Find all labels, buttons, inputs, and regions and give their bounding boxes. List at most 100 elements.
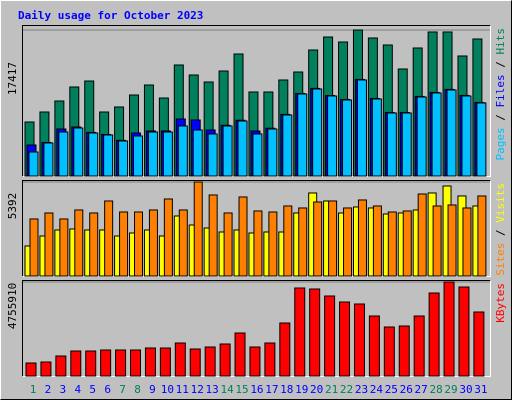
bar bbox=[462, 207, 472, 277]
bar bbox=[443, 281, 455, 377]
bar bbox=[446, 89, 457, 177]
x-tick-label: 18 bbox=[280, 383, 293, 396]
bar bbox=[413, 315, 425, 377]
bar bbox=[144, 347, 156, 377]
x-tick-label: 3 bbox=[60, 383, 67, 396]
x-tick-label: 28 bbox=[429, 383, 442, 396]
bar bbox=[103, 134, 114, 177]
bar bbox=[163, 198, 173, 277]
bar bbox=[312, 88, 323, 177]
x-tick-label: 25 bbox=[385, 383, 398, 396]
legend-entry: Files bbox=[494, 74, 507, 107]
bar bbox=[40, 361, 52, 377]
bar bbox=[118, 140, 129, 177]
bar bbox=[313, 201, 323, 277]
bar bbox=[428, 292, 440, 377]
bar bbox=[309, 288, 321, 377]
bar bbox=[417, 193, 427, 277]
bar bbox=[43, 142, 54, 177]
bar bbox=[476, 102, 487, 177]
bar bbox=[298, 207, 308, 277]
bar bbox=[267, 128, 278, 177]
x-tick-label: 1 bbox=[30, 383, 37, 396]
bar bbox=[416, 96, 427, 177]
x-tick-label: 30 bbox=[459, 383, 472, 396]
bar bbox=[372, 205, 382, 277]
x-tick-label: 8 bbox=[134, 383, 141, 396]
bar bbox=[89, 212, 99, 277]
panel-edge-dark bbox=[22, 280, 491, 377]
bar bbox=[458, 286, 470, 377]
x-tick-label: 27 bbox=[415, 383, 428, 396]
bar bbox=[130, 349, 142, 377]
bar bbox=[74, 209, 84, 277]
x-tick-label: 31 bbox=[474, 383, 487, 396]
bar bbox=[356, 79, 367, 177]
x-tick-label: 5 bbox=[89, 383, 96, 396]
bar bbox=[297, 93, 308, 177]
x-tick-label: 6 bbox=[104, 383, 111, 396]
x-tick-label: 22 bbox=[340, 383, 353, 396]
bar bbox=[477, 195, 487, 277]
bar bbox=[387, 211, 397, 277]
bar bbox=[133, 135, 144, 177]
bar bbox=[73, 127, 84, 177]
x-tick-label: 23 bbox=[355, 383, 368, 396]
bar bbox=[178, 209, 188, 277]
x-tick-label: 2 bbox=[45, 383, 52, 396]
bar bbox=[29, 218, 39, 277]
legend: Pages / Files / Hits bbox=[494, 28, 507, 161]
legend-entry: KBytes bbox=[494, 283, 507, 323]
x-tick-label: 13 bbox=[206, 383, 219, 396]
x-tick-label: 26 bbox=[400, 383, 413, 396]
bar bbox=[115, 349, 127, 377]
bar bbox=[193, 181, 203, 277]
bar bbox=[279, 322, 291, 377]
bar bbox=[253, 210, 263, 277]
legend-entry: Visits bbox=[494, 183, 507, 223]
legend: Sites / Visits bbox=[494, 183, 507, 276]
x-tick-label: 16 bbox=[250, 383, 263, 396]
bar bbox=[264, 342, 276, 377]
x-tick-label: 4 bbox=[74, 383, 81, 396]
bar bbox=[386, 112, 397, 177]
legend-entry: Pages bbox=[494, 127, 507, 160]
bar bbox=[252, 133, 263, 177]
bar bbox=[461, 95, 472, 177]
bar bbox=[88, 132, 99, 177]
bar bbox=[282, 114, 293, 177]
legend-separator: / bbox=[494, 55, 507, 75]
chart-title: Daily usage for October 2023 bbox=[18, 9, 203, 22]
bar bbox=[223, 212, 233, 277]
bar bbox=[204, 346, 216, 377]
bar bbox=[432, 205, 442, 277]
bar bbox=[371, 98, 382, 177]
x-tick-label: 19 bbox=[295, 383, 308, 396]
bar bbox=[70, 350, 82, 377]
bar bbox=[119, 211, 129, 277]
x-tick-label: 14 bbox=[220, 383, 234, 396]
bar bbox=[234, 332, 246, 377]
bar bbox=[343, 207, 353, 277]
bar bbox=[431, 92, 442, 177]
bar bbox=[401, 112, 412, 177]
bar bbox=[208, 194, 218, 277]
bar bbox=[55, 355, 67, 377]
x-tick-label: 11 bbox=[176, 383, 189, 396]
panel-edge-light bbox=[22, 280, 491, 377]
x-tick-label: 29 bbox=[444, 383, 457, 396]
legend-entry: Hits bbox=[494, 28, 507, 55]
bar bbox=[25, 362, 37, 377]
bar bbox=[268, 211, 278, 277]
bar bbox=[28, 151, 39, 177]
bar bbox=[283, 205, 293, 277]
x-tick-label: 20 bbox=[310, 383, 323, 396]
bar bbox=[192, 129, 203, 177]
bar bbox=[238, 196, 248, 277]
bar bbox=[189, 348, 201, 377]
bar bbox=[159, 347, 171, 377]
x-tick-label: 9 bbox=[149, 383, 156, 396]
x-tick-label: 15 bbox=[235, 383, 248, 396]
bar bbox=[368, 315, 380, 377]
